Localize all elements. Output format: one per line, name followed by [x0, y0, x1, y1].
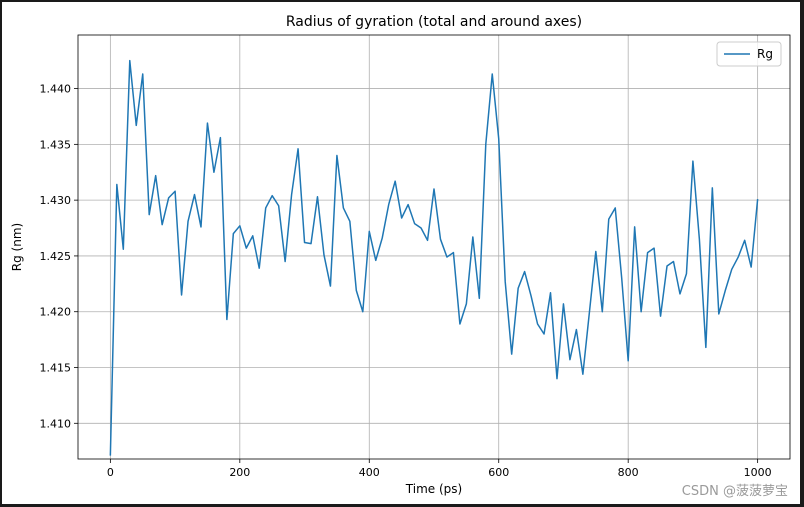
- x-axis-ticks: 0 200 400 600 800 1000: [107, 459, 772, 479]
- legend: Rg: [716, 41, 782, 67]
- y-axis-ticks: 1.410 1.415 1.420 1.425 1.430 1.435 1.440: [40, 83, 78, 430]
- y-axis-label: Rg (nm): [10, 223, 24, 271]
- series-line-rg: [109, 59, 759, 456]
- x-tick-label: 1000: [744, 466, 772, 479]
- x-tick-label: 200: [229, 466, 250, 479]
- x-tick-label: 0: [107, 466, 114, 479]
- x-tick-label: 800: [618, 466, 639, 479]
- y-tick-label: 1.425: [40, 250, 72, 263]
- y-tick-label: 1.440: [40, 83, 72, 96]
- x-tick-label: 400: [359, 466, 380, 479]
- y-tick-label: 1.415: [40, 362, 72, 375]
- x-tick-label: 600: [488, 466, 509, 479]
- legend-label-rg: Rg: [757, 47, 773, 61]
- y-tick-label: 1.420: [40, 306, 72, 319]
- plot-area: [77, 34, 791, 460]
- chart-title: Radius of gyration (total and around axe…: [286, 14, 582, 30]
- y-tick-label: 1.410: [40, 417, 72, 430]
- y-tick-label: 1.430: [40, 194, 72, 207]
- watermark-text: CSDN @菠菠萝宝: [681, 484, 788, 499]
- grid-lines: [78, 35, 790, 459]
- y-tick-label: 1.435: [40, 138, 72, 151]
- x-axis-label: Time (ps): [405, 482, 462, 496]
